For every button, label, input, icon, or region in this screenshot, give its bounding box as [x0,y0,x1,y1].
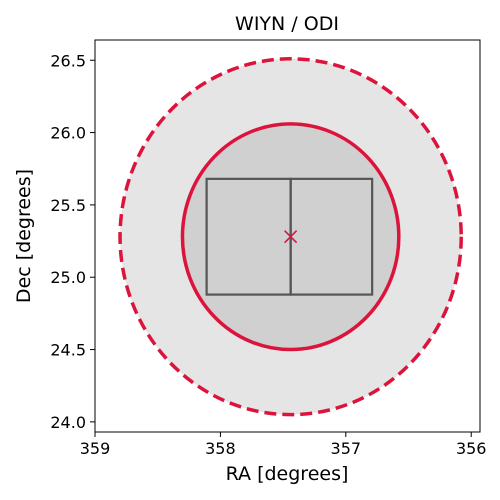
y-tick-label: 24.0 [50,413,86,432]
y-tick-label: 25.0 [50,268,86,287]
x-tick-label: 357 [331,439,362,458]
center-marker-stroke-2 [284,230,298,244]
chart-title: WIYN / ODI [235,13,339,35]
plot-frame [94,39,481,433]
x-tick-label: 356 [456,439,487,458]
y-tick-label: 24.5 [50,341,86,360]
center-marker [284,230,298,244]
y-tick-label: 26.5 [50,51,86,70]
inner-field-outline [180,122,401,352]
x-tick-label: 358 [205,439,236,458]
x-axis-label: RA [degrees] [226,463,349,485]
y-axis-ticks: 24.0 24.5 25.0 25.5 26.0 26.5 [50,51,95,432]
y-tick-label: 26.0 [50,124,86,143]
x-tick-label: 359 [80,439,111,458]
outer-field-outline [118,57,463,417]
y-axis-label: Dec [degrees] [13,169,35,303]
y-tick-label: 25.5 [50,196,86,215]
data-layer [118,57,463,417]
x-axis-ticks: 359 358 357 356 [80,432,487,458]
